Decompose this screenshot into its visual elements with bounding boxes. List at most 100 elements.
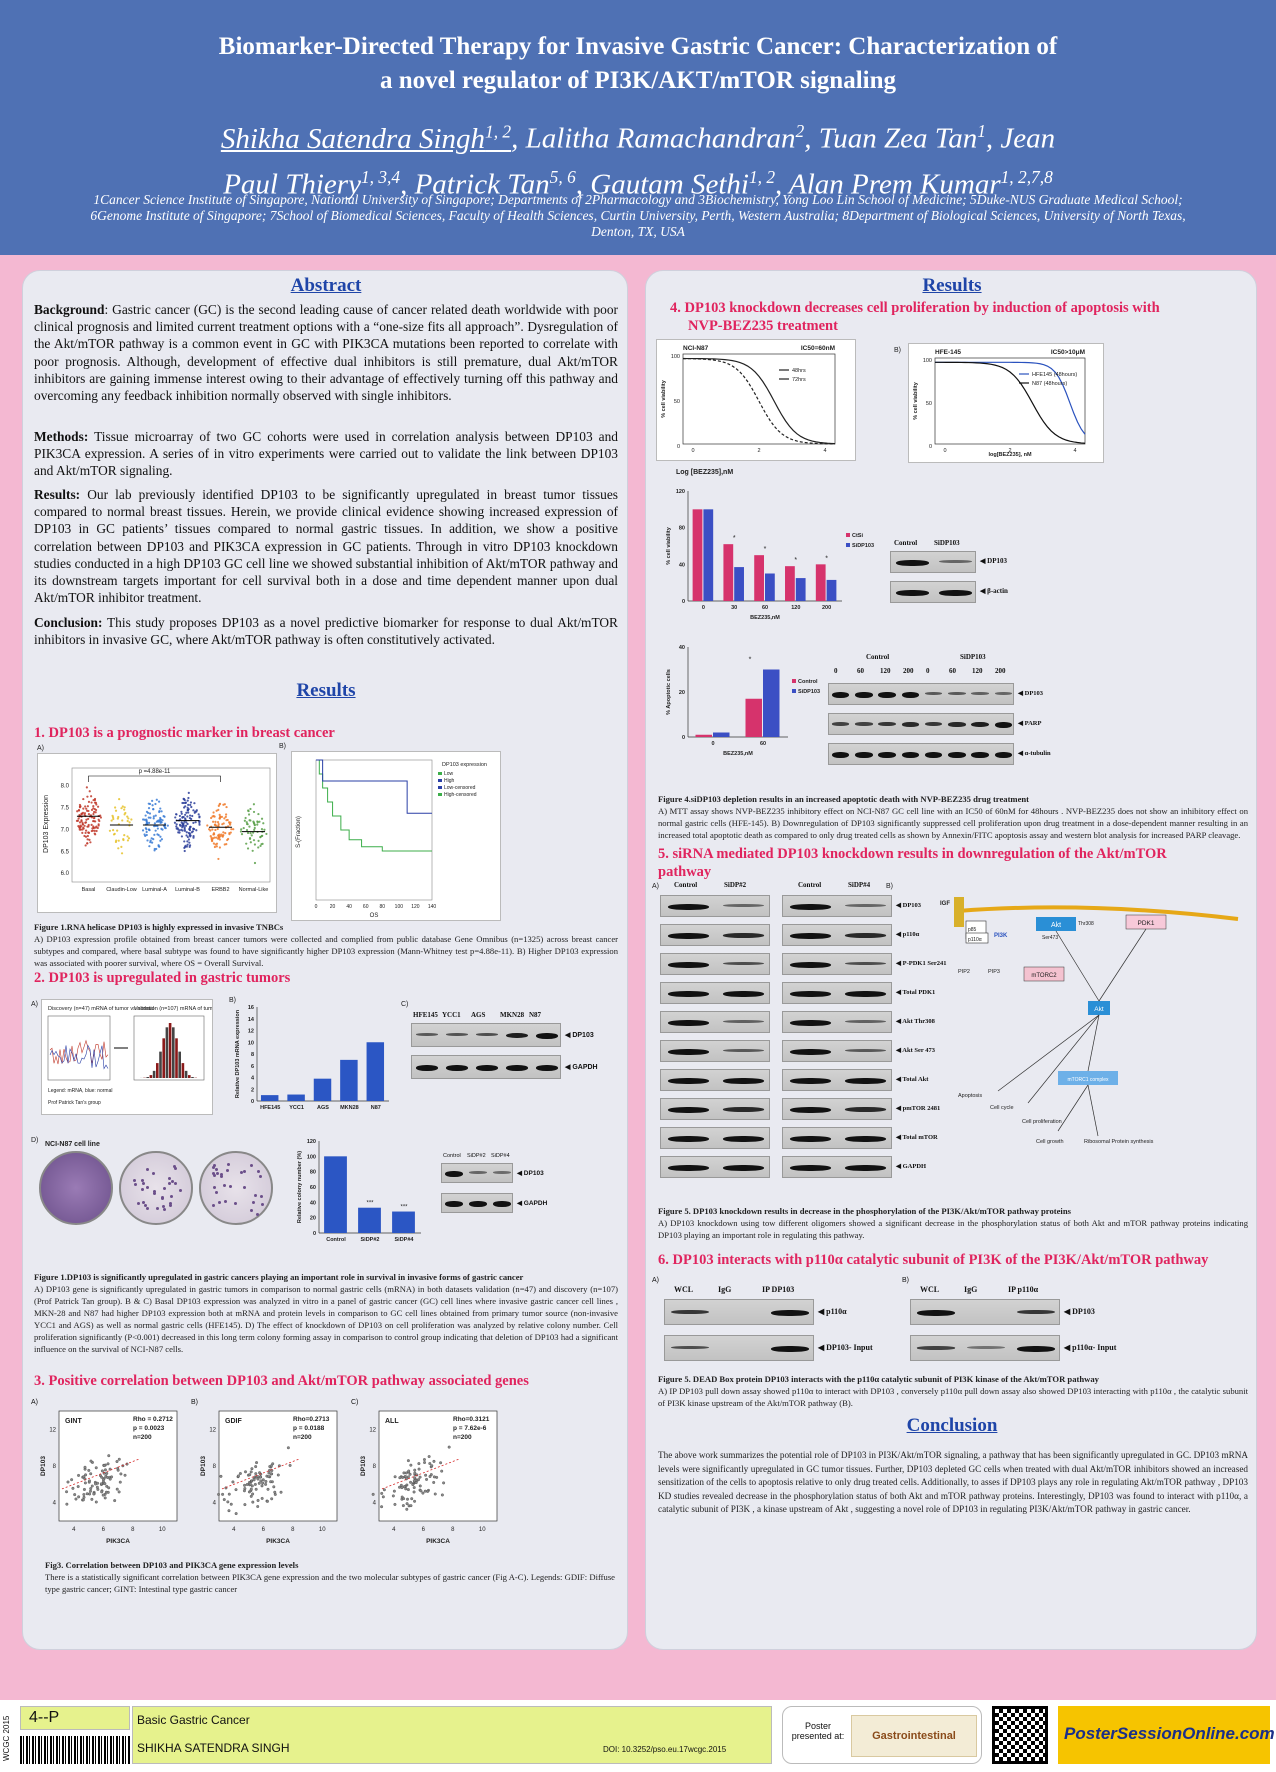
- significance-star: *: [749, 657, 752, 664]
- y-tick-label: 8: [251, 1052, 254, 1058]
- data-point: [180, 835, 184, 838]
- y-axis-label: DP103: [40, 1456, 47, 1476]
- data-point: [147, 802, 150, 805]
- data-point: [152, 815, 155, 818]
- data-point: [212, 811, 215, 814]
- data-point: [214, 820, 217, 823]
- y-tick-label: 50: [674, 399, 680, 405]
- data-point: [73, 1493, 77, 1497]
- fig5b-label: B): [886, 883, 893, 890]
- pathway-arrow: [1098, 928, 1147, 1002]
- blot-band: [415, 1033, 439, 1036]
- data-point: [107, 1486, 111, 1490]
- data-point: [262, 822, 265, 825]
- data-point: [85, 1492, 89, 1496]
- data-point: [87, 1468, 91, 1472]
- data-point: [232, 828, 235, 831]
- data-point: [183, 840, 186, 843]
- data-point: [120, 845, 123, 849]
- data-point: [90, 816, 94, 819]
- lane-label: SiDP103: [934, 539, 960, 547]
- data-point: [94, 811, 97, 814]
- blot-band: [789, 991, 832, 997]
- fig4-western-1: Control SiDP103 ◀ DP103 ◀ β-actin: [886, 539, 1056, 609]
- colony-dot: [213, 1186, 217, 1190]
- blot-band: [505, 1065, 529, 1071]
- data-point: [95, 825, 98, 828]
- x-tick-label: Luminal-B: [175, 887, 200, 893]
- pathway-arrow: [1087, 1084, 1099, 1137]
- data-point: [110, 819, 113, 822]
- data-point: [184, 805, 187, 808]
- akt-box: [1036, 917, 1076, 931]
- fig4b-label: B): [894, 347, 901, 354]
- colony-plates: [39, 1151, 279, 1241]
- y-tick-label: 6.0: [61, 871, 70, 877]
- data-point: [85, 809, 89, 812]
- colony-dot: [169, 1203, 173, 1207]
- plot-title: HFE-145: [935, 349, 961, 356]
- blot-band: [667, 1020, 710, 1026]
- data-point: [181, 801, 184, 805]
- lane-label: WCL: [674, 1285, 694, 1294]
- blot-band: [789, 933, 832, 939]
- data-point: [108, 829, 112, 832]
- data-point: [249, 841, 252, 844]
- x-tick-label: 0: [702, 605, 705, 611]
- data-point: [398, 1485, 401, 1489]
- abstract-conclusion: Conclusion: This study proposes DP103 as…: [34, 615, 618, 648]
- data-point: [447, 1445, 451, 1449]
- data-point: [266, 1487, 270, 1491]
- y-axis-label: % cell viability: [913, 381, 919, 420]
- panel-label: B): [902, 1277, 909, 1284]
- colony-dot: [170, 1194, 174, 1198]
- data-point: [105, 1484, 109, 1488]
- data-point: [108, 1477, 112, 1481]
- fig2b-bar-chart: 0 2 4 6 8 10 12 14 16 Relative DP103 mRNA express…: [235, 1005, 389, 1111]
- colony-dot: [153, 1190, 157, 1194]
- significance-star: *: [733, 535, 736, 542]
- data-point: [78, 826, 81, 829]
- colony-dot: [213, 1173, 217, 1177]
- data-point: [116, 829, 119, 832]
- lane-label: SiDP#4: [848, 881, 871, 889]
- igf-label: IGF: [940, 901, 950, 907]
- x-tick-label: 8: [131, 1527, 135, 1533]
- legend-entry: SiDP103: [852, 543, 874, 549]
- y-tick-label: 100: [671, 354, 680, 360]
- data-point: [413, 1471, 417, 1475]
- data-point: [182, 824, 185, 827]
- x-tick-label: 80: [380, 904, 386, 910]
- data-point: [260, 817, 264, 820]
- fig5-caption: Figure 5. DP103 knockdown results in dec…: [658, 1206, 1248, 1240]
- histogram-bar: [156, 1063, 159, 1078]
- data-point: [286, 1446, 290, 1450]
- presented-at: Poster presented at:: [791, 1721, 845, 1741]
- blot-label: ◀ α-tubulin: [1018, 750, 1051, 757]
- data-point: [404, 1471, 408, 1475]
- blot-band: [789, 1165, 832, 1171]
- trend-line: [221, 1458, 301, 1490]
- colony-dot: [253, 1194, 257, 1198]
- blot-strip: [660, 1156, 770, 1178]
- data-point: [153, 847, 156, 851]
- data-point: [211, 837, 215, 840]
- data-point: [215, 809, 218, 812]
- data-point: [193, 802, 196, 805]
- data-point: [94, 1466, 98, 1470]
- legend-swatch: [438, 772, 442, 775]
- colony-dot: [145, 1168, 149, 1172]
- colony-dot: [161, 1205, 165, 1209]
- y-tick-label: 4: [373, 1501, 377, 1507]
- y-axis-label: % Apoptotic cells: [666, 669, 672, 715]
- barcode: [20, 1736, 130, 1764]
- x-tick-label: Control: [326, 1237, 346, 1243]
- data-point: [157, 844, 160, 847]
- data-point: [86, 825, 89, 828]
- data-point: [256, 1505, 260, 1508]
- data-point: [86, 842, 89, 845]
- blot-label: ◀ Total Akt: [896, 1076, 929, 1083]
- colony-dot: [146, 1207, 150, 1211]
- data-point: [209, 835, 212, 838]
- data-point: [192, 836, 195, 839]
